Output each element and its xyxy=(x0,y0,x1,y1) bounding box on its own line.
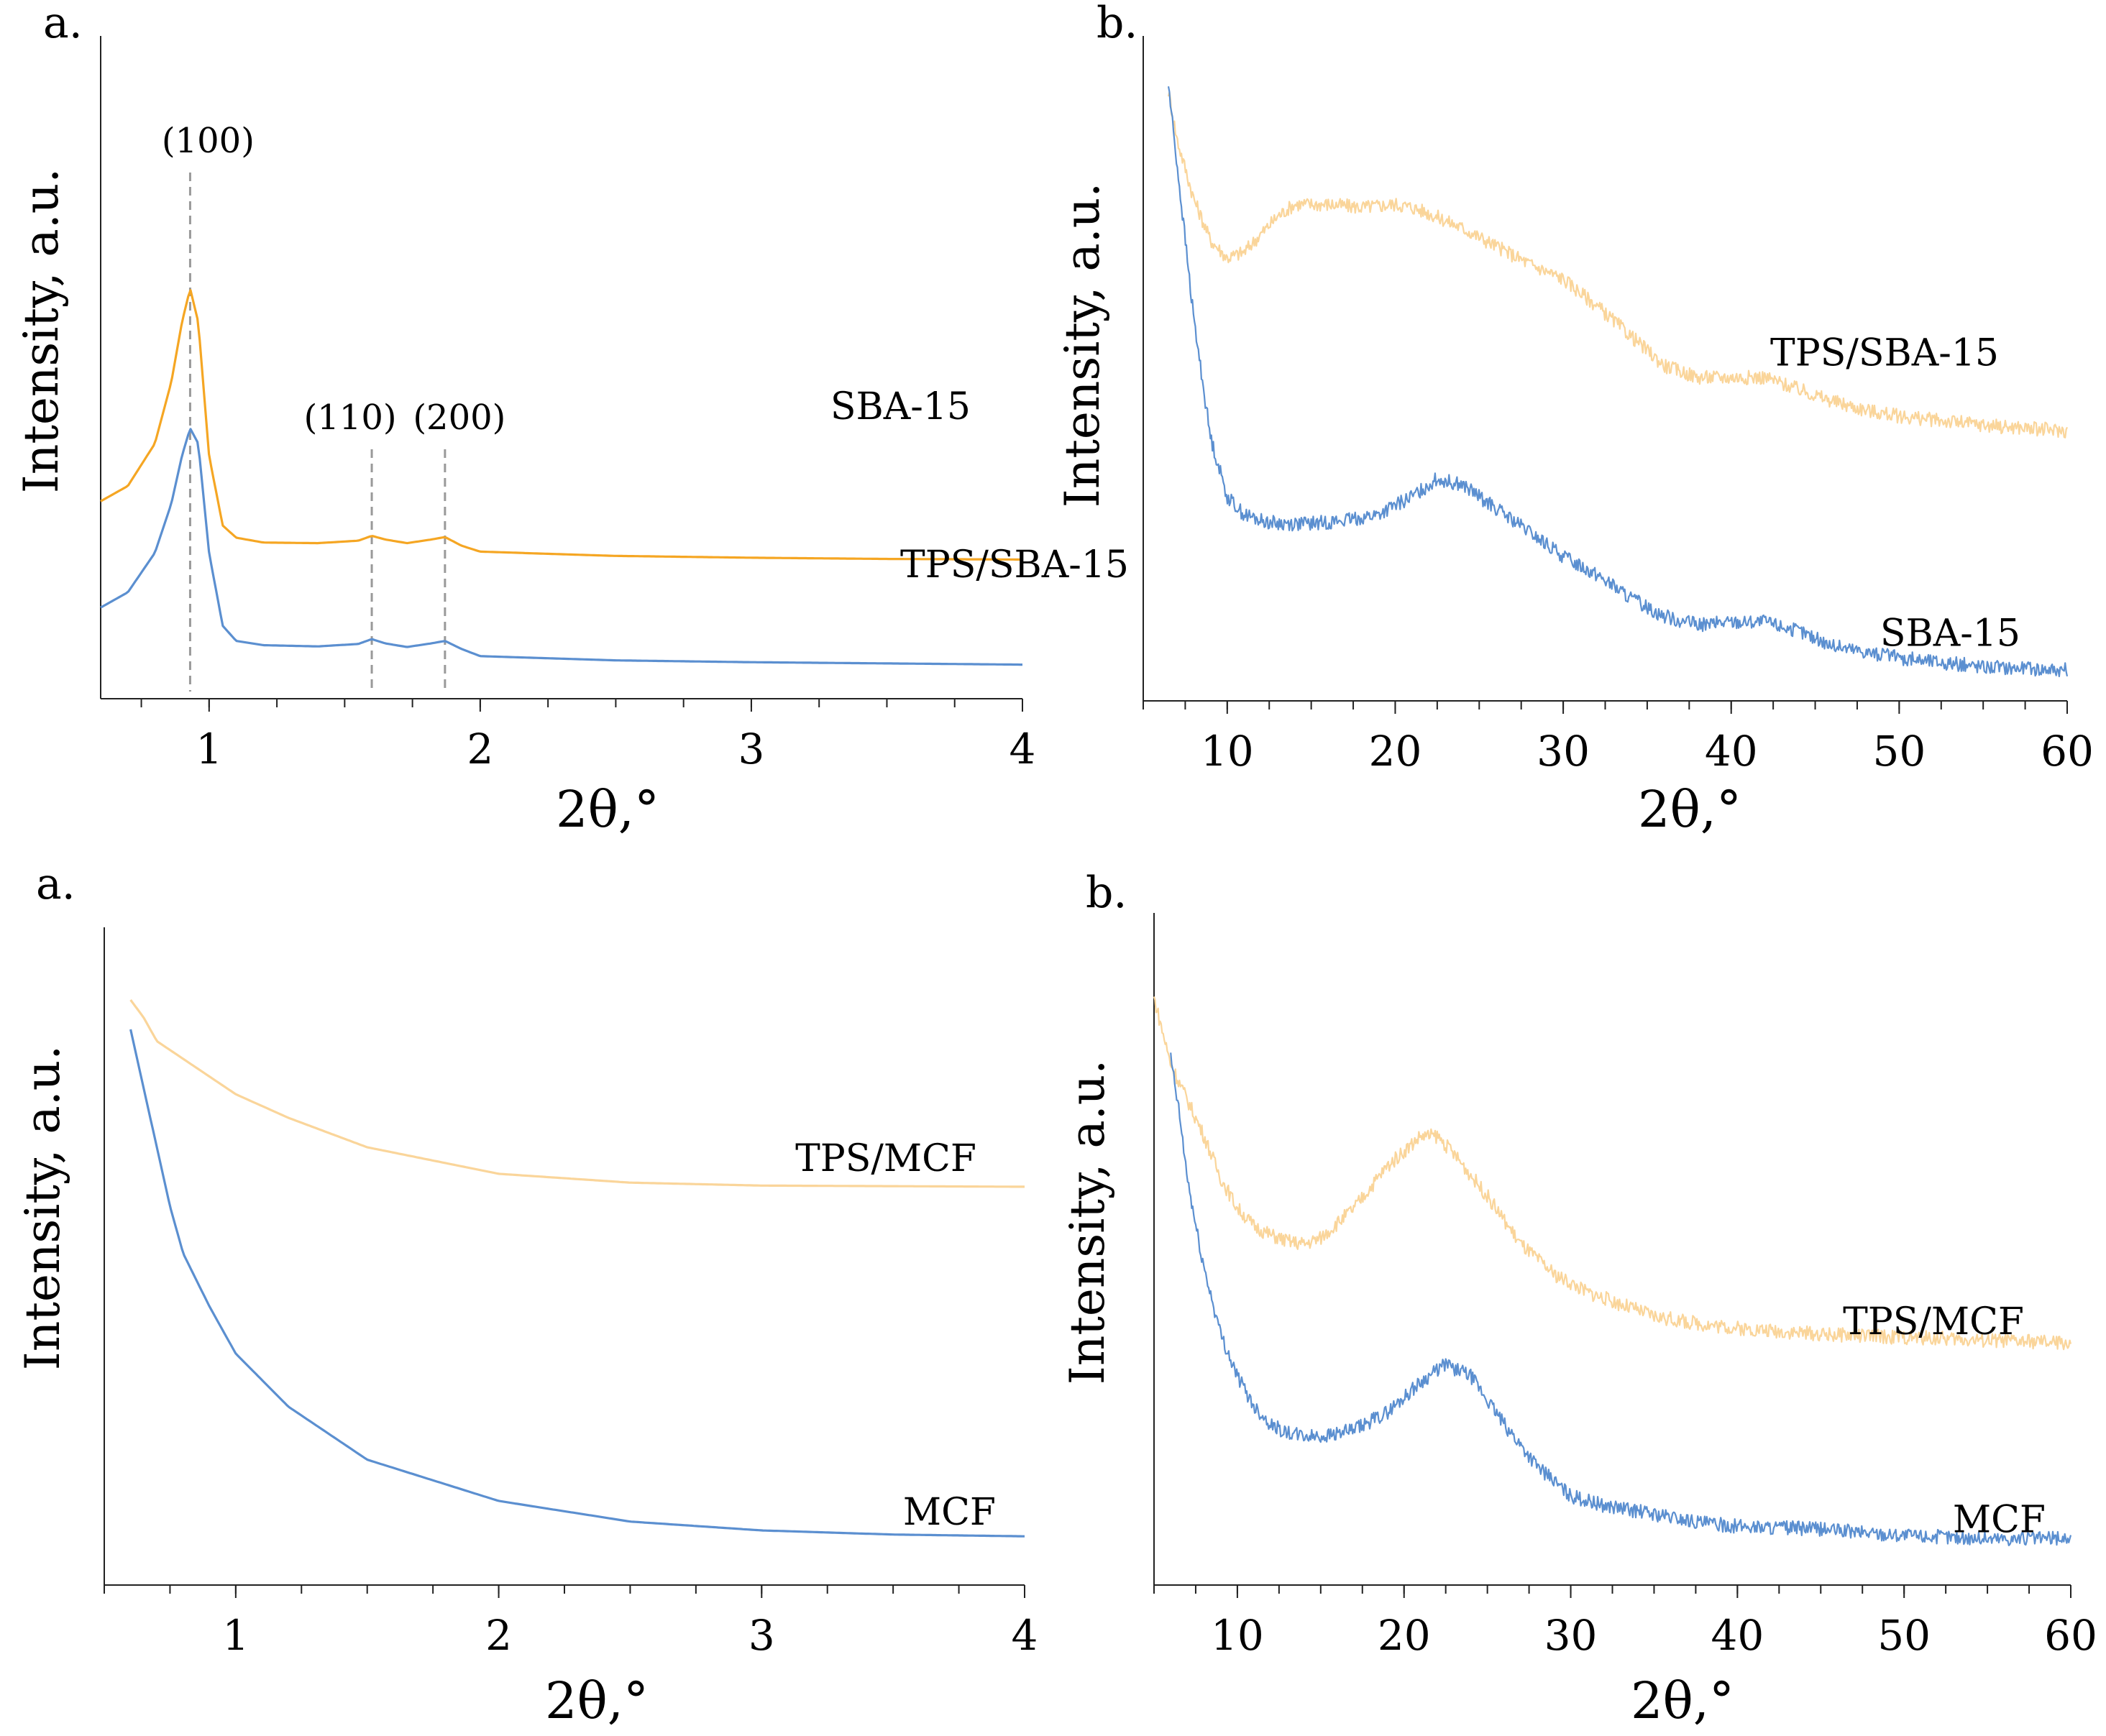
series-label: TPS/SBA-15 xyxy=(1770,331,1999,375)
x-tick-label: 60 xyxy=(2041,727,2094,776)
series-label: SBA-15 xyxy=(1880,612,2020,656)
series-line xyxy=(129,1029,1025,1538)
series-label: MCF xyxy=(903,1491,996,1534)
plot-area: 10 20 30 40 50 60 TPS/MCF MCF xyxy=(1153,913,2097,1660)
x-tick-label: 50 xyxy=(1877,1611,1931,1660)
x-tick-label: 40 xyxy=(1711,1611,1764,1660)
y-axis-label: Intensity, a.u. xyxy=(14,168,69,493)
series-label: TPS/MCF xyxy=(795,1137,976,1180)
series-line xyxy=(129,999,1025,1188)
x-axis-label: 2θ,° xyxy=(556,780,659,839)
series-line xyxy=(100,289,1022,561)
y-axis-label: Intensity, a.u. xyxy=(1060,1060,1115,1384)
plot-area: 1 2 3 4 TPS/MCF MCF xyxy=(104,927,1038,1660)
x-tick-label: 2 xyxy=(485,1611,512,1660)
series-label: TPS/MCF xyxy=(1843,1300,2024,1344)
peak-label: (100) xyxy=(162,121,255,161)
panel-top-right: b. Intensity, a.u. 10 20 30 40 50 60 TPS/SBA-1… xyxy=(1055,0,2094,839)
x-tick-label: 20 xyxy=(1369,727,1422,776)
series-line xyxy=(1167,91,2069,438)
series-label: SBA-15 xyxy=(830,385,971,428)
x-tick-label: 40 xyxy=(1705,727,1758,776)
x-tick-label: 2 xyxy=(467,725,493,773)
x-tick-label: 30 xyxy=(1537,727,1590,776)
x-axis-label: 2θ,° xyxy=(1638,780,1741,839)
panel-letter: a. xyxy=(43,0,83,48)
series-label: TPS/SBA-15 xyxy=(900,543,1129,587)
x-axis-label: 2θ,° xyxy=(1631,1671,1734,1730)
x-tick-label: 10 xyxy=(1211,1611,1264,1660)
series-line xyxy=(1153,996,2072,1351)
plot-area: 1 2 3 4 (100) (110) (200) TPS/SBA-15 SBA-15 xyxy=(100,36,1129,773)
panel-bottom-left: a. Intensity, a.u. 1 2 3 4 TPS/MCF MCF 2θ,° xyxy=(15,859,1038,1730)
x-tick-label: 1 xyxy=(196,725,222,773)
series-line xyxy=(100,428,1022,666)
x-tick-label: 3 xyxy=(748,1611,775,1660)
x-tick-label: 1 xyxy=(222,1611,249,1660)
x-tick-label: 30 xyxy=(1544,1611,1598,1660)
x-tick-label: 60 xyxy=(2044,1611,2097,1660)
x-tick-label: 4 xyxy=(1012,1611,1038,1660)
panel-letter: b. xyxy=(1097,0,1137,48)
x-tick-label: 50 xyxy=(1872,727,1926,776)
series-line xyxy=(1170,1052,2072,1546)
plot-area: 10 20 30 40 50 60 TPS/SBA-15 SBA-15 xyxy=(1143,36,2094,776)
series-label: MCF xyxy=(1953,1499,2046,1542)
x-tick-label: 20 xyxy=(1378,1611,1431,1660)
panel-letter: b. xyxy=(1086,868,1127,918)
x-tick-label: 10 xyxy=(1201,727,1254,776)
panel-top-left: a. Intensity, a.u. 1 2 3 4 (100) (110) (200) TP… xyxy=(14,0,1129,839)
x-tick-label: 3 xyxy=(738,725,764,773)
peak-label: (110) xyxy=(304,398,397,438)
panel-bottom-right: b. Intensity, a.u. 10 20 30 40 50 60 TPS/MCF MC… xyxy=(1060,868,2097,1730)
x-axis-label: 2θ,° xyxy=(545,1671,649,1730)
series-line xyxy=(1167,86,2069,678)
x-tick-label: 4 xyxy=(1009,725,1036,773)
y-axis-label: Intensity, a.u. xyxy=(1055,183,1110,508)
panel-letter: a. xyxy=(36,859,75,909)
y-axis-label: Intensity, a.u. xyxy=(15,1045,70,1370)
peak-label: (200) xyxy=(413,398,505,438)
